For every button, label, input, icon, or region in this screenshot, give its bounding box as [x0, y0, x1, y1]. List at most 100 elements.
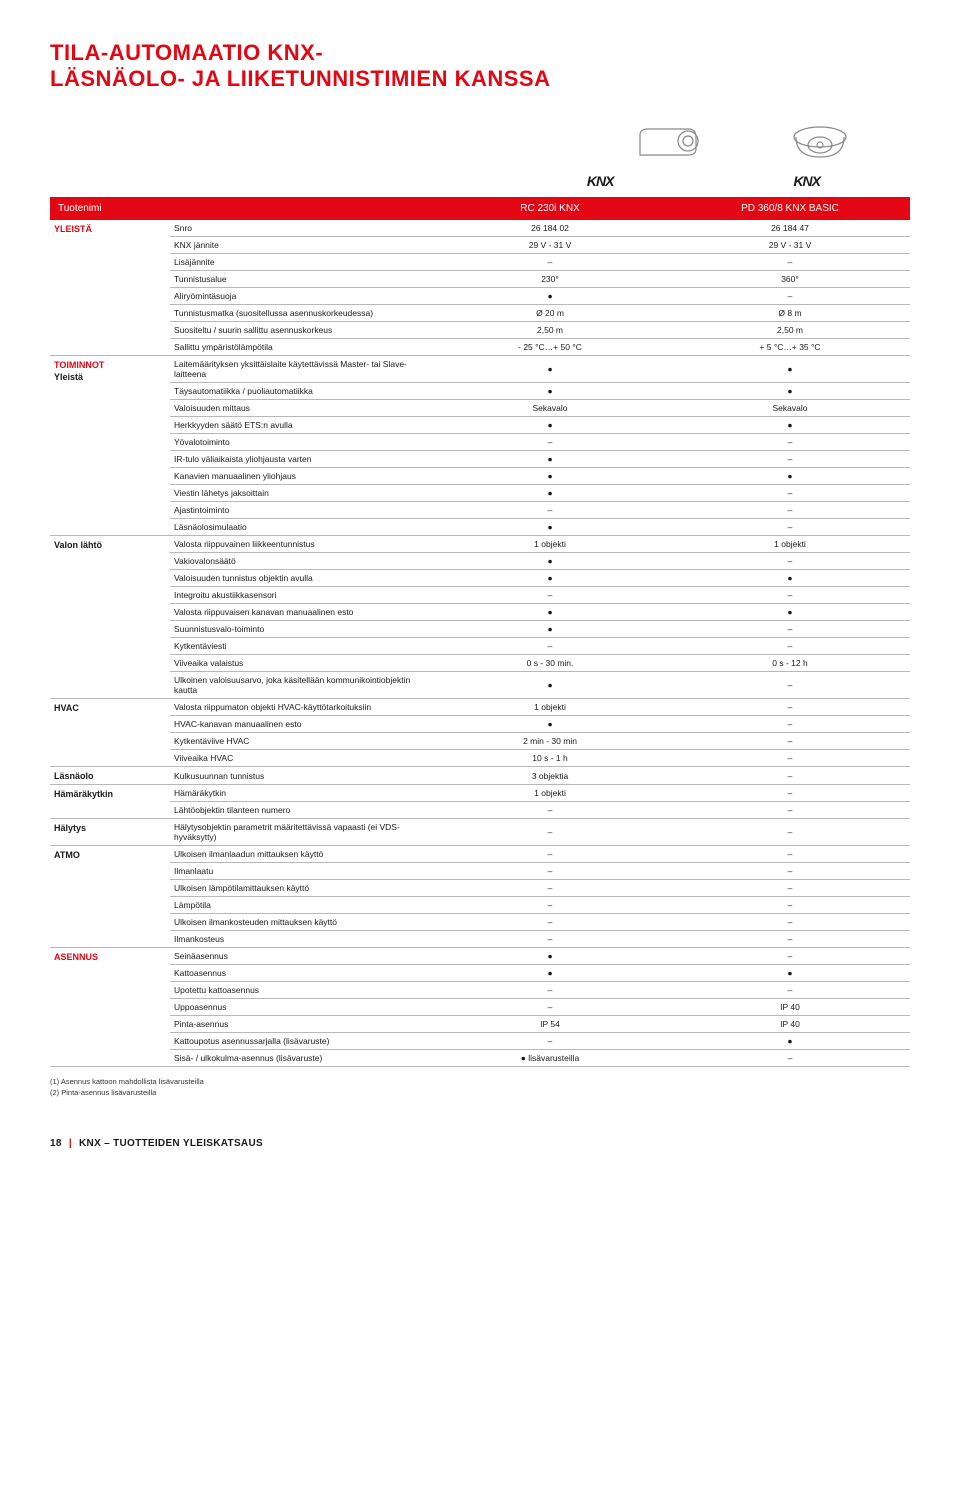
table-row: Herkkyyden säätö ETS:n avulla●● — [50, 417, 910, 434]
value-cell: - 25 °C…+ 50 °C — [430, 339, 670, 356]
value-cell: Sekavalo — [430, 400, 670, 417]
param-cell: IR-tulo väliaikaista yliohjausta varten — [170, 451, 430, 468]
value-cell: – — [430, 254, 670, 271]
value-cell: Sekavalo — [670, 400, 910, 417]
value-cell: – — [670, 819, 910, 846]
value-cell: 26 184 02 — [430, 220, 670, 237]
sensor-icon-1 — [630, 123, 710, 163]
value-cell: – — [430, 502, 670, 519]
table-row: Sisä- / ulkokulma-asennus (lisävaruste)●… — [50, 1050, 910, 1067]
value-cell: – — [670, 485, 910, 502]
footnote-2: (2) Pinta-asennus lisävarusteilla — [50, 1088, 910, 1099]
table-row: Valoisuuden tunnistus objektin avulla●● — [50, 570, 910, 587]
value-cell: 1 objekti — [430, 699, 670, 716]
param-cell: Kulkusuunnan tunnistus — [170, 767, 430, 785]
value-cell: – — [670, 502, 910, 519]
value-cell: ● — [430, 604, 670, 621]
table-row: HVACValosta riippumaton objekti HVAC-käy… — [50, 699, 910, 716]
table-row: YLEISTÄSnro26 184 0226 184 47 — [50, 220, 910, 237]
table-row: ASENNUSSeinäasennus●– — [50, 948, 910, 965]
param-cell: Vakiovalonsäätö — [170, 553, 430, 570]
value-cell: 0 s - 30 min. — [430, 655, 670, 672]
value-cell: – — [430, 863, 670, 880]
param-cell: Suositeltu / suurin sallittu asennuskork… — [170, 322, 430, 339]
param-cell: Tunnistusmatka (suositellussa asennuskor… — [170, 305, 430, 322]
table-row: Kattoasennus●● — [50, 965, 910, 982]
value-cell: Ø 8 m — [670, 305, 910, 322]
value-cell: – — [430, 846, 670, 863]
value-cell: 0 s - 12 h — [670, 655, 910, 672]
param-cell: Aliryömintäsuoja — [170, 288, 430, 305]
value-cell: – — [670, 914, 910, 931]
header-product-2: PD 360/8 KNX BASIC — [670, 197, 910, 220]
value-cell: ● — [670, 570, 910, 587]
param-cell: Kytkentäviive HVAC — [170, 733, 430, 750]
table-row: Kanavien manuaalinen yliohjaus●● — [50, 468, 910, 485]
value-cell: – — [670, 733, 910, 750]
value-cell: – — [430, 434, 670, 451]
table-row: HälytysHälytysobjektin parametrit määrit… — [50, 819, 910, 846]
table-row: Suositeltu / suurin sallittu asennuskork… — [50, 322, 910, 339]
value-cell: 230° — [430, 271, 670, 288]
param-cell: Valoisuuden tunnistus objektin avulla — [170, 570, 430, 587]
header-tuotenimi: Tuotenimi — [50, 197, 430, 220]
value-cell: 26 184 47 — [670, 220, 910, 237]
param-cell: Tunnistusalue — [170, 271, 430, 288]
param-cell: Pinta-asennus — [170, 1016, 430, 1033]
param-cell: Lämpötila — [170, 897, 430, 914]
row-label: Läsnäolo — [50, 767, 170, 785]
row-label: Hämäräkytkin — [50, 785, 170, 819]
value-cell: ● — [670, 417, 910, 434]
value-cell: – — [430, 880, 670, 897]
value-cell: 3 objektia — [430, 767, 670, 785]
table-row: Täysautomatiikka / puoliautomatiikka●● — [50, 383, 910, 400]
param-cell: Herkkyyden säätö ETS:n avulla — [170, 417, 430, 434]
table-row: Vakiovalonsäätö●– — [50, 553, 910, 570]
table-row: Valon lähtöValosta riippuvainen liikkeen… — [50, 536, 910, 553]
value-cell: + 5 °C…+ 35 °C — [670, 339, 910, 356]
param-cell: Snro — [170, 220, 430, 237]
table-row: Ajastintoiminto–– — [50, 502, 910, 519]
param-cell: Valosta riippuvainen liikkeentunnistus — [170, 536, 430, 553]
param-cell: Läsnäolosimulaatio — [170, 519, 430, 536]
sensor-icon-2 — [790, 123, 850, 163]
value-cell: – — [670, 587, 910, 604]
table-row: KNX jännite29 V - 31 V29 V - 31 V — [50, 237, 910, 254]
param-cell: Uppoasennus — [170, 999, 430, 1016]
param-cell: HVAC-kanavan manuaalinen esto — [170, 716, 430, 733]
param-cell: Sisä- / ulkokulma-asennus (lisävaruste) — [170, 1050, 430, 1067]
value-cell: – — [670, 982, 910, 999]
value-cell: ● — [430, 356, 670, 383]
value-cell: 360° — [670, 271, 910, 288]
param-cell: Integroitu akustiikkasensori — [170, 587, 430, 604]
value-cell: ● — [430, 519, 670, 536]
table-row: ATMOUlkoisen ilmanlaadun mittauksen käyt… — [50, 846, 910, 863]
value-cell: – — [430, 802, 670, 819]
value-cell: – — [430, 931, 670, 948]
value-cell: ● — [430, 965, 670, 982]
param-cell: Seinäasennus — [170, 948, 430, 965]
page-number: 18 — [50, 1138, 62, 1149]
value-cell: 1 objekti — [430, 785, 670, 802]
table-row: Ilmankosteus–– — [50, 931, 910, 948]
value-cell: IP 54 — [430, 1016, 670, 1033]
value-cell: – — [670, 863, 910, 880]
row-label: ATMO — [50, 846, 170, 948]
value-cell: – — [670, 451, 910, 468]
title-line-1: TILA-AUTOMAATIO KNX- — [50, 40, 323, 65]
param-cell: Lähtöobjektin tilanteen numero — [170, 802, 430, 819]
value-cell: ● — [430, 417, 670, 434]
section-label: YLEISTÄ — [50, 220, 170, 356]
table-row: Suunnistusvalo-toiminto●– — [50, 621, 910, 638]
table-row: Lähtöobjektin tilanteen numero–– — [50, 802, 910, 819]
value-cell: ● — [430, 451, 670, 468]
table-row: Ulkoinen valoisuusarvo, joka käsitellään… — [50, 672, 910, 699]
value-cell: – — [670, 931, 910, 948]
value-cell: 2 min - 30 min — [430, 733, 670, 750]
table-row: Yövalotoiminto–– — [50, 434, 910, 451]
section-label: TOIMINNOTYleistä — [50, 356, 170, 536]
param-cell: KNX jännite — [170, 237, 430, 254]
table-row: TOIMINNOTYleistäLaitemäärityksen yksittä… — [50, 356, 910, 383]
param-cell: Ulkoisen lämpötilamittauksen käyttö — [170, 880, 430, 897]
value-cell: – — [430, 638, 670, 655]
